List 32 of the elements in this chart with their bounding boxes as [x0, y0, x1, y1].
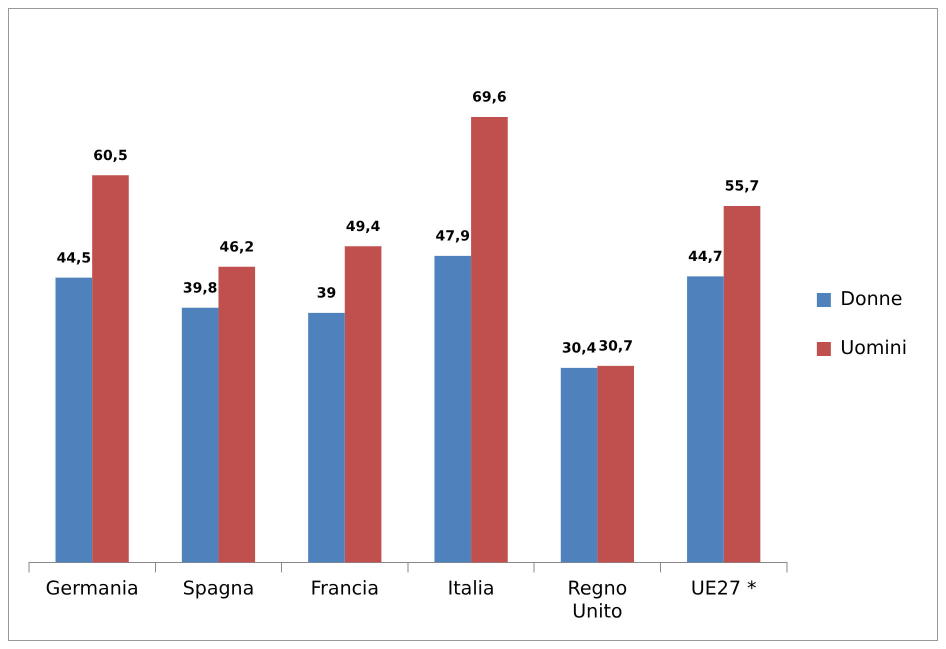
bar	[597, 366, 634, 562]
x-tick-label: Germania	[46, 578, 139, 600]
bar	[56, 278, 92, 562]
data-label: 39	[316, 285, 336, 302]
data-label: 55,7	[724, 178, 760, 195]
data-label: 60,5	[93, 148, 128, 164]
data-label: 30,7	[598, 338, 633, 355]
x-tick-label: Spagna	[182, 578, 254, 600]
legend-label: Uomini	[840, 336, 907, 359]
legend-label: Donne	[840, 288, 902, 310]
bar	[182, 308, 218, 562]
bar	[344, 246, 382, 562]
data-label: 46,2	[220, 239, 254, 256]
bar	[560, 368, 598, 562]
data-label: 69,6	[472, 90, 507, 106]
bar	[687, 276, 724, 562]
bar	[434, 256, 472, 562]
x-tick-label: UE27 *	[690, 578, 757, 600]
bar	[471, 116, 508, 562]
x-tick-label: Francia	[310, 578, 379, 600]
data-label: 44,5	[56, 250, 92, 266]
data-label: 30,4	[562, 340, 597, 356]
bar	[724, 206, 760, 562]
bar	[218, 266, 256, 562]
data-label: 39,8	[182, 280, 218, 296]
x-tick-label: Regno Unito	[568, 578, 628, 623]
bar	[308, 312, 345, 562]
x-tick-label: Italia	[448, 578, 495, 600]
data-label: 49,4	[346, 218, 381, 235]
data-label: 47,9	[435, 228, 470, 244]
bar	[92, 175, 129, 562]
data-label: 44,7	[688, 248, 723, 265]
